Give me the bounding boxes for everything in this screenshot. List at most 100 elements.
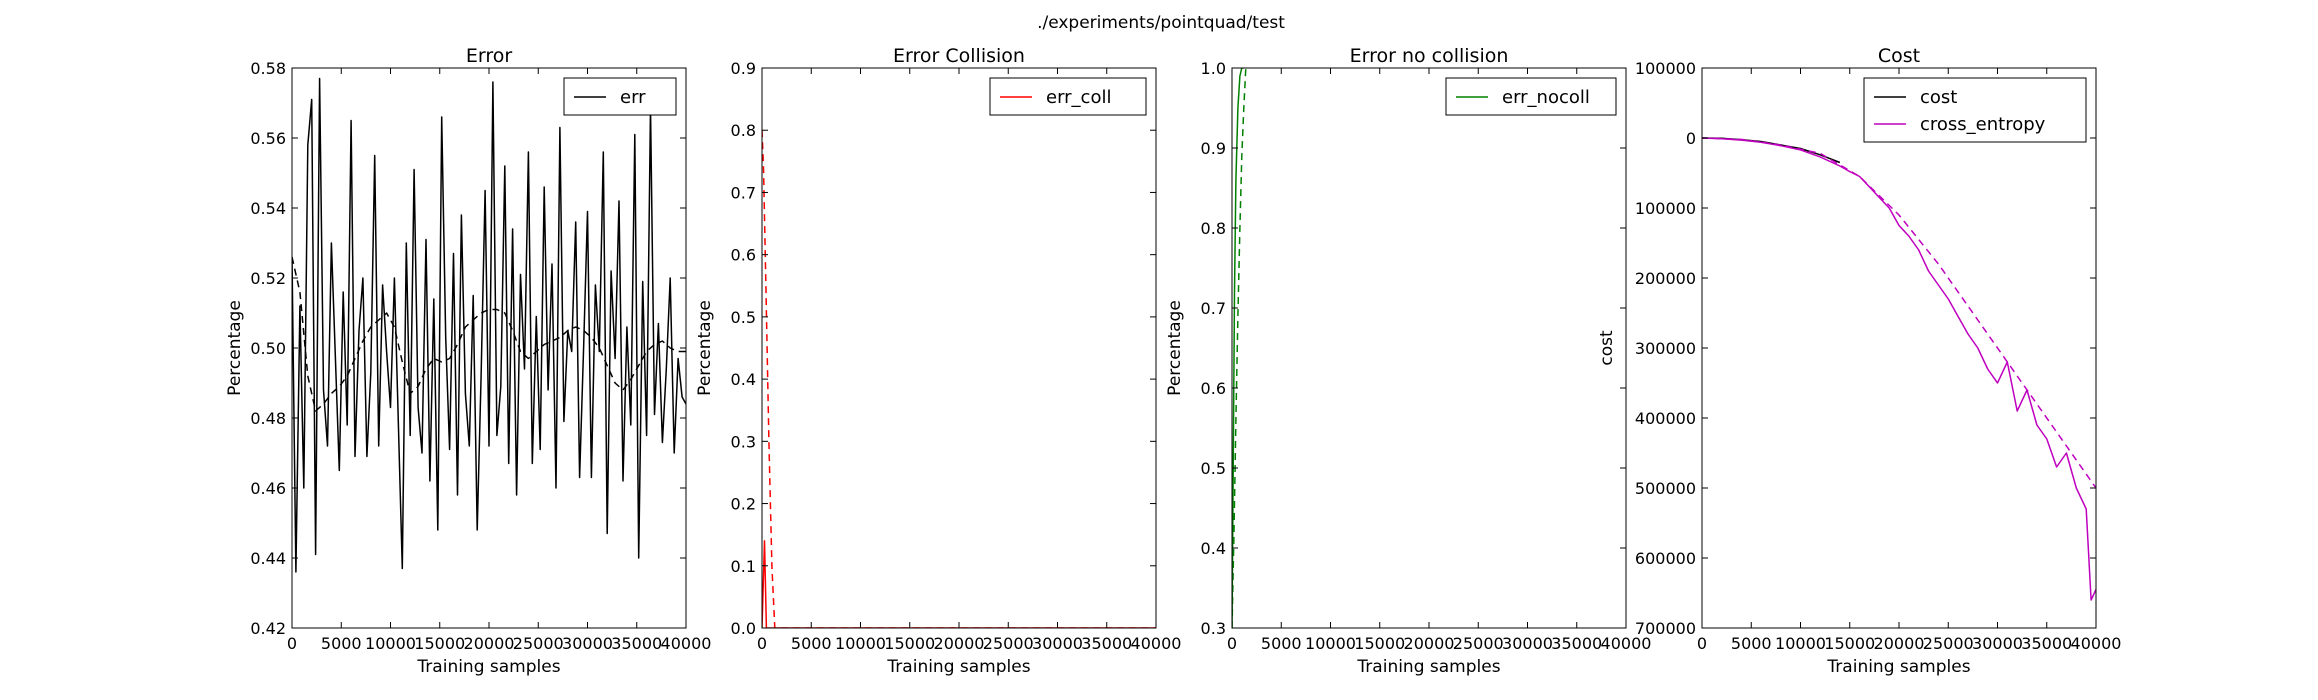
x-tick-label: 0 — [1697, 634, 1707, 653]
y-tick-label: 0.6 — [1201, 379, 1226, 398]
y-axis-label: Percentage — [695, 300, 715, 396]
legend-label: err_coll — [1046, 87, 1111, 108]
y-tick-label: 0.50 — [250, 339, 286, 358]
y-tick-label: 0.9 — [731, 59, 756, 78]
y-tick-label: 500000 — [1635, 479, 1696, 498]
legend: err_nocoll — [1445, 77, 1617, 116]
y-tick-label: 200000 — [1635, 269, 1696, 288]
x-tick-label: 10000 — [1775, 634, 1826, 653]
plot-area — [1702, 137, 2096, 601]
y-tick-label: 0.4 — [1201, 539, 1226, 558]
legend: cost cross_entropy — [1863, 77, 2087, 143]
legend: err — [563, 77, 677, 116]
y-axis-label: Percentage — [1165, 300, 1185, 396]
y-tick-label: 0.4 — [731, 370, 756, 389]
y-tick-label: 0.8 — [731, 121, 756, 140]
x-tick-label: 20000 — [1874, 634, 1925, 653]
legend-label: err_nocoll — [1502, 87, 1590, 108]
x-tick-label: 10000 — [1305, 634, 1356, 653]
y-tick-label: 0.46 — [250, 479, 286, 498]
x-tick-label: 30000 — [1502, 634, 1553, 653]
x-tick-label: 30000 — [562, 634, 613, 653]
y-tick-label: 0.58 — [250, 59, 286, 78]
y-tick-label: 0.1 — [731, 557, 756, 576]
figure-title: ./experiments/pointquad/test — [1037, 13, 1285, 33]
x-tick-label: 0 — [757, 634, 767, 653]
legend: err_coll — [989, 77, 1147, 116]
x-tick-label: 15000 — [1824, 634, 1875, 653]
x-tick-label: 15000 — [414, 634, 465, 653]
x-tick-label: 40000 — [661, 634, 712, 653]
series-line-err-coll — [762, 540, 1156, 628]
x-tick-label: 30000 — [1972, 634, 2023, 653]
chart-title: Error no collision — [1350, 45, 1509, 67]
x-tick-label: 5000 — [1731, 634, 1772, 653]
y-tick-label: 1.0 — [1201, 59, 1226, 78]
legend-box — [1863, 77, 2087, 143]
x-tick-label: 40000 — [2071, 634, 2122, 653]
subplot-1: 0 5000 10000150002000025000300003500040000… — [225, 45, 711, 677]
x-tick-label: 35000 — [2021, 634, 2072, 653]
subplot-grid: 0 5000 10000150002000025000300003500040000… — [225, 45, 2121, 677]
series-line-err-nocoll — [1232, 68, 1244, 628]
y-tick-label: 0.5 — [1201, 459, 1226, 478]
x-tick-label: 10000 — [365, 634, 416, 653]
y-tick-label: 600000 — [1635, 549, 1696, 568]
legend-label: cost — [1920, 87, 1957, 108]
y-tick-label: 0.2 — [731, 495, 756, 514]
x-tick-label: 20000 — [1404, 634, 1455, 653]
y-tick-label: 0.9 — [1201, 139, 1226, 158]
x-axis-label: Training samples — [1356, 657, 1500, 677]
x-tick-label: 5000 — [1261, 634, 1302, 653]
x-tick-label: 25000 — [983, 634, 1034, 653]
x-tick-label: 0 — [1227, 634, 1237, 653]
chart-title: Cost — [1878, 45, 1920, 67]
y-axis-label: cost — [1597, 330, 1617, 366]
y-tick-label: 0.5 — [731, 308, 756, 327]
x-tick-label: 20000 — [934, 634, 985, 653]
series-line-err-coll-smoothed- — [762, 130, 1156, 628]
series-line-cross-entropy-smoothed- — [1702, 137, 2096, 489]
x-axis-label: Training samples — [886, 657, 1030, 677]
subplot-4: 0 5000 10000150002000025000300003500040000… — [1597, 45, 2121, 677]
chart-title: Error Collision — [893, 45, 1025, 67]
plot-area — [292, 77, 686, 573]
x-tick-label: 35000 — [1081, 634, 1132, 653]
plot-area — [1232, 68, 1247, 628]
x-tick-label: 35000 — [611, 634, 662, 653]
y-tick-label: 0.7 — [731, 183, 756, 202]
x-tick-label: 25000 — [1453, 634, 1504, 653]
y-tick-label: 0.8 — [1201, 219, 1226, 238]
series-line-cross-entropy — [1702, 137, 2096, 601]
y-tick-label: 0 — [1686, 129, 1696, 148]
x-tick-label: 10000 — [835, 634, 886, 653]
x-tick-label: 40000 — [1601, 634, 1652, 653]
y-tick-label: 100000 — [1635, 59, 1696, 78]
x-tick-label: 35000 — [1551, 634, 1602, 653]
y-tick-label: 0.56 — [250, 129, 286, 148]
subplot-2: 0 5000 10000150002000025000300003500040000… — [695, 45, 1181, 677]
y-tick-label: 0.44 — [250, 549, 286, 568]
legend-label: cross_entropy — [1920, 114, 2046, 135]
y-tick-label: 0.3 — [1201, 619, 1226, 638]
y-tick-label: 0.7 — [1201, 299, 1226, 318]
x-tick-label: 15000 — [1354, 634, 1405, 653]
x-tick-label: 40000 — [1131, 634, 1182, 653]
y-tick-label: 0.3 — [731, 432, 756, 451]
x-axis-label: Training samples — [1826, 657, 1970, 677]
subplot-3: 0 5000 10000150002000025000300003500040000… — [1165, 45, 1651, 677]
y-tick-label: 300000 — [1635, 339, 1696, 358]
series-line-err — [292, 77, 686, 573]
y-tick-label: 0.6 — [731, 246, 756, 265]
x-tick-label: 5000 — [321, 634, 362, 653]
x-axis-label: Training samples — [416, 657, 560, 677]
legend-label: err — [620, 87, 646, 108]
x-tick-label: 30000 — [1032, 634, 1083, 653]
x-tick-label: 25000 — [1923, 634, 1974, 653]
x-tick-label: 25000 — [513, 634, 564, 653]
x-tick-label: 5000 — [791, 634, 832, 653]
y-tick-label: 0.0 — [731, 619, 756, 638]
plot-area — [762, 130, 1156, 628]
series-line-err-nocoll-smoothed- — [1232, 68, 1247, 628]
